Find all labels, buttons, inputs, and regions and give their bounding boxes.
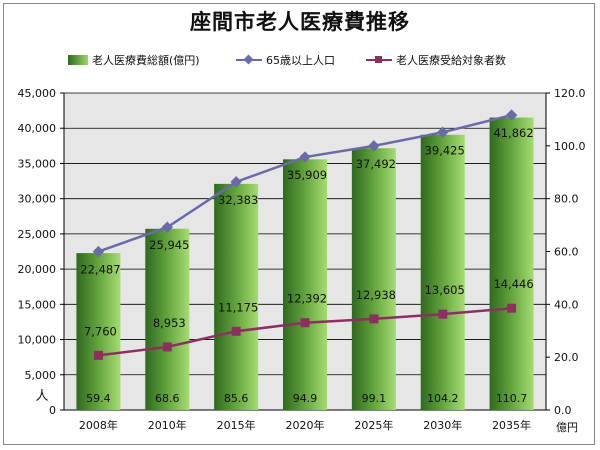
population-data-label: 39,425 <box>425 143 465 157</box>
recipients-data-label: 8,953 <box>153 316 186 330</box>
left-tick-label: 45,000 <box>18 87 57 100</box>
recipients-data-label: 13,605 <box>425 283 465 297</box>
legend-swatch-diamond-line <box>236 54 262 65</box>
right-tick-label: 80.0 <box>554 193 579 206</box>
left-tick-label: 40,000 <box>18 122 57 135</box>
bar-data-label: 104.2 <box>427 392 459 405</box>
bar <box>283 159 327 410</box>
legend-item-recipients: 老人医療受給対象者数 <box>366 52 506 68</box>
recipients-data-label: 11,175 <box>218 300 258 314</box>
x-tick-label: 2008年 <box>79 418 118 432</box>
left-tick-label: 25,000 <box>18 228 57 241</box>
population-marker <box>299 151 311 163</box>
x-tick-label: 2015年 <box>217 418 256 432</box>
population-marker <box>368 140 380 152</box>
legend-label: 老人医療費総額(億円) <box>92 54 200 67</box>
legend-swatch-bar <box>68 55 88 65</box>
population-marker <box>505 109 518 121</box>
right-tick-label: 120.0 <box>554 87 586 100</box>
legend-label: 老人医療受給対象者数 <box>396 54 506 67</box>
bar-data-label: 59.4 <box>86 392 111 405</box>
population-data-label: 35,909 <box>287 168 327 182</box>
right-axis-unit: 億円 <box>556 421 578 434</box>
left-tick-label: 20,000 <box>18 263 57 276</box>
bar <box>214 183 259 410</box>
left-tick-label: 30,000 <box>18 193 57 206</box>
bar-data-label: 85.6 <box>224 392 249 405</box>
bar <box>351 148 396 411</box>
x-tick-label: 2020年 <box>286 418 325 432</box>
chart-frame <box>3 3 595 445</box>
population-marker <box>161 221 173 233</box>
bar <box>420 134 465 410</box>
left-tick-label: 5,000 <box>25 369 57 382</box>
bar <box>145 228 190 410</box>
bar-data-label: 94.9 <box>293 392 318 405</box>
population-data-label: 32,383 <box>218 193 258 207</box>
right-tick-label: 100.0 <box>554 140 586 153</box>
recipients-marker <box>162 342 172 352</box>
chart-title: 座間市老人医療費推移 <box>190 10 410 34</box>
legend-swatch-square-line <box>366 55 392 65</box>
population-data-label: 41,862 <box>493 126 533 140</box>
left-tick-label: 0 <box>49 404 56 417</box>
recipients-marker <box>231 326 241 336</box>
legend-item-population: 65歳以上人口 <box>236 52 335 68</box>
population-marker <box>230 176 242 188</box>
bar-data-label: 68.6 <box>155 392 180 405</box>
recipients-marker <box>438 309 448 319</box>
bar-data-label: 99.1 <box>362 392 387 405</box>
left-axis-unit: 人 <box>35 389 48 404</box>
bar-data-label: 110.7 <box>496 392 528 405</box>
legend-item-total-cost: 老人医療費総額(億円) <box>68 52 200 68</box>
recipients-data-label: 7,760 <box>84 324 117 338</box>
population-marker <box>437 126 449 138</box>
right-tick-label: 40.0 <box>554 298 579 311</box>
right-tick-label: 20.0 <box>554 351 579 364</box>
x-tick-label: 2030年 <box>423 418 462 432</box>
x-tick-label: 2010年 <box>148 418 187 432</box>
bar <box>489 117 534 410</box>
recipients-marker <box>93 350 103 360</box>
right-tick-label: 0.0 <box>554 404 572 417</box>
legend-label: 65歳以上人口 <box>266 54 335 67</box>
recipients-data-label: 12,392 <box>287 292 327 306</box>
population-data-label: 22,487 <box>80 263 120 277</box>
left-tick-label: 35,000 <box>18 157 57 170</box>
recipients-marker <box>507 303 517 313</box>
x-tick-label: 2025年 <box>354 418 393 432</box>
left-tick-label: 10,000 <box>18 334 57 347</box>
left-tick-label: 15,000 <box>18 298 57 311</box>
right-tick-label: 60.0 <box>554 246 579 259</box>
population-marker <box>92 245 105 258</box>
recipients-data-label: 14,446 <box>493 277 533 291</box>
recipients-marker <box>300 318 310 328</box>
x-tick-label: 2035年 <box>492 418 531 432</box>
population-data-label: 25,945 <box>149 238 189 252</box>
bar <box>76 253 121 410</box>
recipients-marker <box>369 314 379 324</box>
recipients-data-label: 12,938 <box>356 288 396 302</box>
population-data-label: 37,492 <box>356 157 396 171</box>
